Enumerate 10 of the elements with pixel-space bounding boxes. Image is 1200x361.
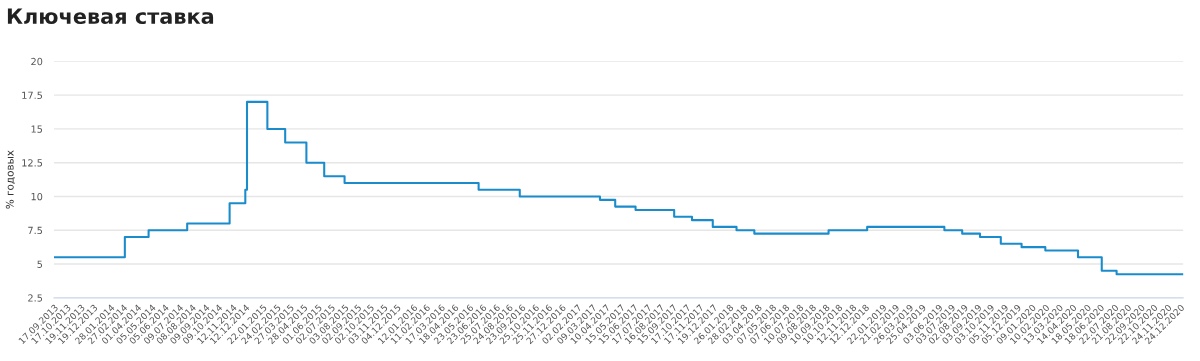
y-tick-label: 2.5 bbox=[28, 294, 43, 302]
y-tick-label: 17.5 bbox=[22, 91, 43, 99]
y-axis-title: % годовых bbox=[5, 150, 15, 209]
y-tick-label: 20 bbox=[31, 57, 43, 66]
y-tick-label: 12.5 bbox=[22, 159, 43, 167]
y-tick-label: 5 bbox=[37, 260, 43, 268]
y-tick-label: 10 bbox=[31, 192, 43, 201]
y-tick-label: 7.5 bbox=[28, 226, 43, 235]
chart-title: Ключевая ставка bbox=[7, 8, 214, 25]
y-tick-label: 15 bbox=[31, 125, 43, 133]
